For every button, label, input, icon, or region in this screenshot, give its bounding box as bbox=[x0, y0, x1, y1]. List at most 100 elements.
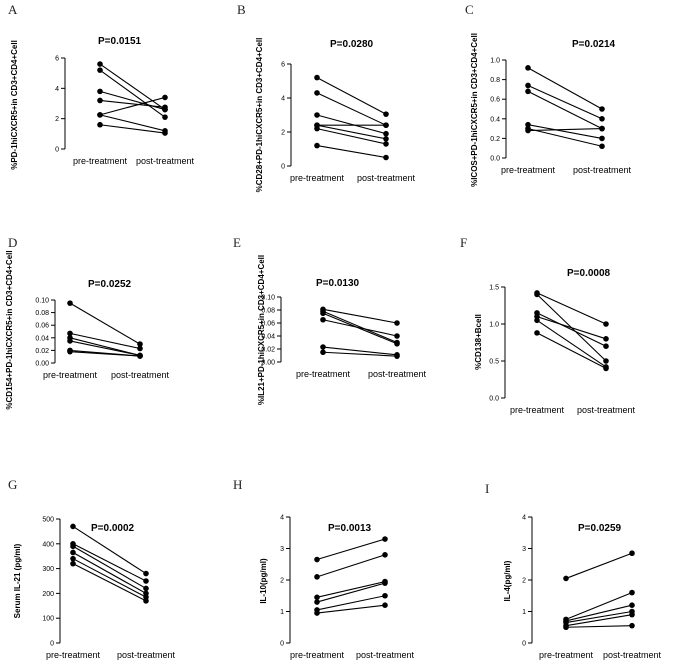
y-tick-label: 0.04 bbox=[261, 334, 275, 341]
post-point bbox=[383, 141, 389, 147]
y-axis-label: IL-10(pg/ml) bbox=[259, 558, 268, 604]
y-axis-label: %PD-1hiCXCR5+in CD3+CD4+Cell bbox=[10, 40, 19, 170]
post-point bbox=[143, 585, 149, 592]
pre-point bbox=[314, 122, 320, 128]
subject-line bbox=[565, 625, 633, 628]
y-tick-label: 0.06 bbox=[35, 323, 49, 330]
pre-point bbox=[97, 88, 103, 95]
subject-line bbox=[322, 346, 398, 356]
subject-line bbox=[322, 308, 398, 324]
panel-d: D P=0.0252 %CD154+PD-1hiCXCR5+in CD3+CD4+C… bbox=[5, 235, 170, 410]
y-tick-label: 4 bbox=[55, 86, 59, 93]
panel-i: I P=0.0259 IL-4(pg/ml) 0 1 2 3 4 pre-treatment po… bbox=[485, 481, 662, 660]
post-point bbox=[382, 552, 388, 558]
x-category-label: post-treatment bbox=[136, 156, 195, 166]
y-tick-label: 4 bbox=[281, 96, 285, 103]
y-tick-label: 2 bbox=[280, 578, 284, 585]
panel-f: F P=0.0008 %CD138+Bcell 0.0 0.5 1.0 1.5 pre-tre… bbox=[460, 235, 636, 415]
pre-point bbox=[320, 310, 326, 317]
panel-h: H P=0.0013 IL-10(pg/ml) 0 1 2 3 4 pre-treatment p… bbox=[233, 477, 415, 660]
post-point bbox=[383, 154, 389, 161]
y-tick-label: 0.5 bbox=[489, 359, 499, 366]
panel-g: G P=0.0002 Serum IL-21 (pg/ml) 0 100 200 300 40… bbox=[8, 477, 176, 660]
pre-point bbox=[314, 90, 320, 96]
y-tick-label: 0.00 bbox=[35, 361, 49, 368]
subject-line bbox=[565, 592, 633, 620]
pre-point bbox=[70, 560, 76, 567]
panel-letter: I bbox=[485, 481, 489, 496]
pre-point bbox=[563, 624, 569, 631]
y-tick-label: 500 bbox=[42, 517, 54, 524]
pre-point bbox=[67, 330, 73, 337]
post-point bbox=[137, 341, 143, 347]
x-category-label: post-treatment bbox=[357, 173, 416, 183]
p-value-title: P=0.0013 bbox=[328, 523, 372, 534]
subject-line bbox=[316, 77, 387, 115]
y-tick-label: 0.8 bbox=[490, 77, 500, 84]
pre-point bbox=[320, 316, 326, 323]
subject-line bbox=[322, 351, 398, 357]
post-point bbox=[137, 345, 143, 352]
y-tick-label: 0.00 bbox=[261, 360, 275, 367]
subject-line bbox=[316, 595, 386, 611]
pre-point bbox=[563, 575, 569, 582]
y-axis-label: Serum IL-21 (pg/ml) bbox=[13, 543, 22, 618]
subject-line bbox=[99, 99, 166, 108]
y-tick-label: 0.08 bbox=[35, 310, 49, 317]
y-tick-label: 1.5 bbox=[489, 285, 499, 292]
subject-line bbox=[316, 581, 386, 598]
pre-point bbox=[314, 142, 320, 149]
post-point bbox=[382, 580, 388, 586]
y-tick-label: 2 bbox=[55, 116, 59, 123]
subject-line bbox=[72, 543, 147, 582]
x-category-label: pre-treatment bbox=[46, 650, 101, 660]
pre-point bbox=[314, 556, 320, 563]
y-tick-label: 4 bbox=[522, 515, 526, 522]
post-point bbox=[599, 135, 605, 142]
post-point bbox=[143, 598, 149, 604]
post-point bbox=[382, 536, 388, 542]
pre-point bbox=[97, 112, 103, 118]
x-category-label: post-treatment bbox=[117, 650, 176, 660]
y-tick-label: 300 bbox=[42, 566, 54, 573]
subject-line bbox=[316, 582, 386, 603]
y-tick-label: 2 bbox=[522, 578, 526, 585]
p-value-title: P=0.0002 bbox=[91, 523, 135, 534]
y-tick-label: 1.0 bbox=[490, 58, 500, 65]
y-tick-label: 100 bbox=[42, 616, 54, 623]
y-tick-label: 3 bbox=[280, 546, 284, 553]
pre-point bbox=[97, 67, 103, 73]
subject-line bbox=[72, 525, 147, 575]
x-category-label: pre-treatment bbox=[290, 173, 345, 183]
subject-line bbox=[316, 604, 386, 614]
post-point bbox=[394, 333, 400, 339]
subject-line bbox=[527, 128, 603, 147]
y-axis-label: %CD154+PD-1hiCXCR5+in CD3+CD4+Cell bbox=[5, 250, 14, 409]
pre-point bbox=[70, 555, 76, 562]
y-tick-label: 0 bbox=[280, 641, 284, 648]
panel-letter: D bbox=[8, 235, 17, 250]
post-point bbox=[394, 341, 400, 347]
post-point bbox=[162, 130, 168, 136]
pre-point bbox=[67, 348, 73, 355]
post-point bbox=[162, 114, 168, 120]
pre-point bbox=[70, 523, 76, 530]
y-axis-label: %IL21+PD-1hiCXCR5+in CD3+CD4+Cell bbox=[257, 255, 266, 405]
x-category-label: pre-treatment bbox=[290, 650, 345, 660]
subject-line bbox=[72, 545, 147, 589]
y-axis-label: %CD28+PD-1hiCXCR5+in CD3+CD4+Cell bbox=[255, 38, 264, 193]
p-value-title: P=0.0151 bbox=[98, 36, 142, 47]
y-tick-label: 4 bbox=[280, 515, 284, 522]
subject-line bbox=[316, 114, 387, 135]
post-point bbox=[383, 130, 389, 137]
pre-point bbox=[314, 599, 320, 605]
p-value-title: P=0.0214 bbox=[572, 39, 616, 50]
post-point bbox=[629, 550, 635, 557]
y-tick-label: 0 bbox=[522, 641, 526, 648]
y-tick-label: 0.04 bbox=[35, 335, 49, 342]
subject-line bbox=[565, 610, 633, 624]
x-category-label: post-treatment bbox=[603, 650, 662, 660]
post-point bbox=[629, 611, 635, 618]
y-tick-label: 1 bbox=[280, 609, 284, 616]
